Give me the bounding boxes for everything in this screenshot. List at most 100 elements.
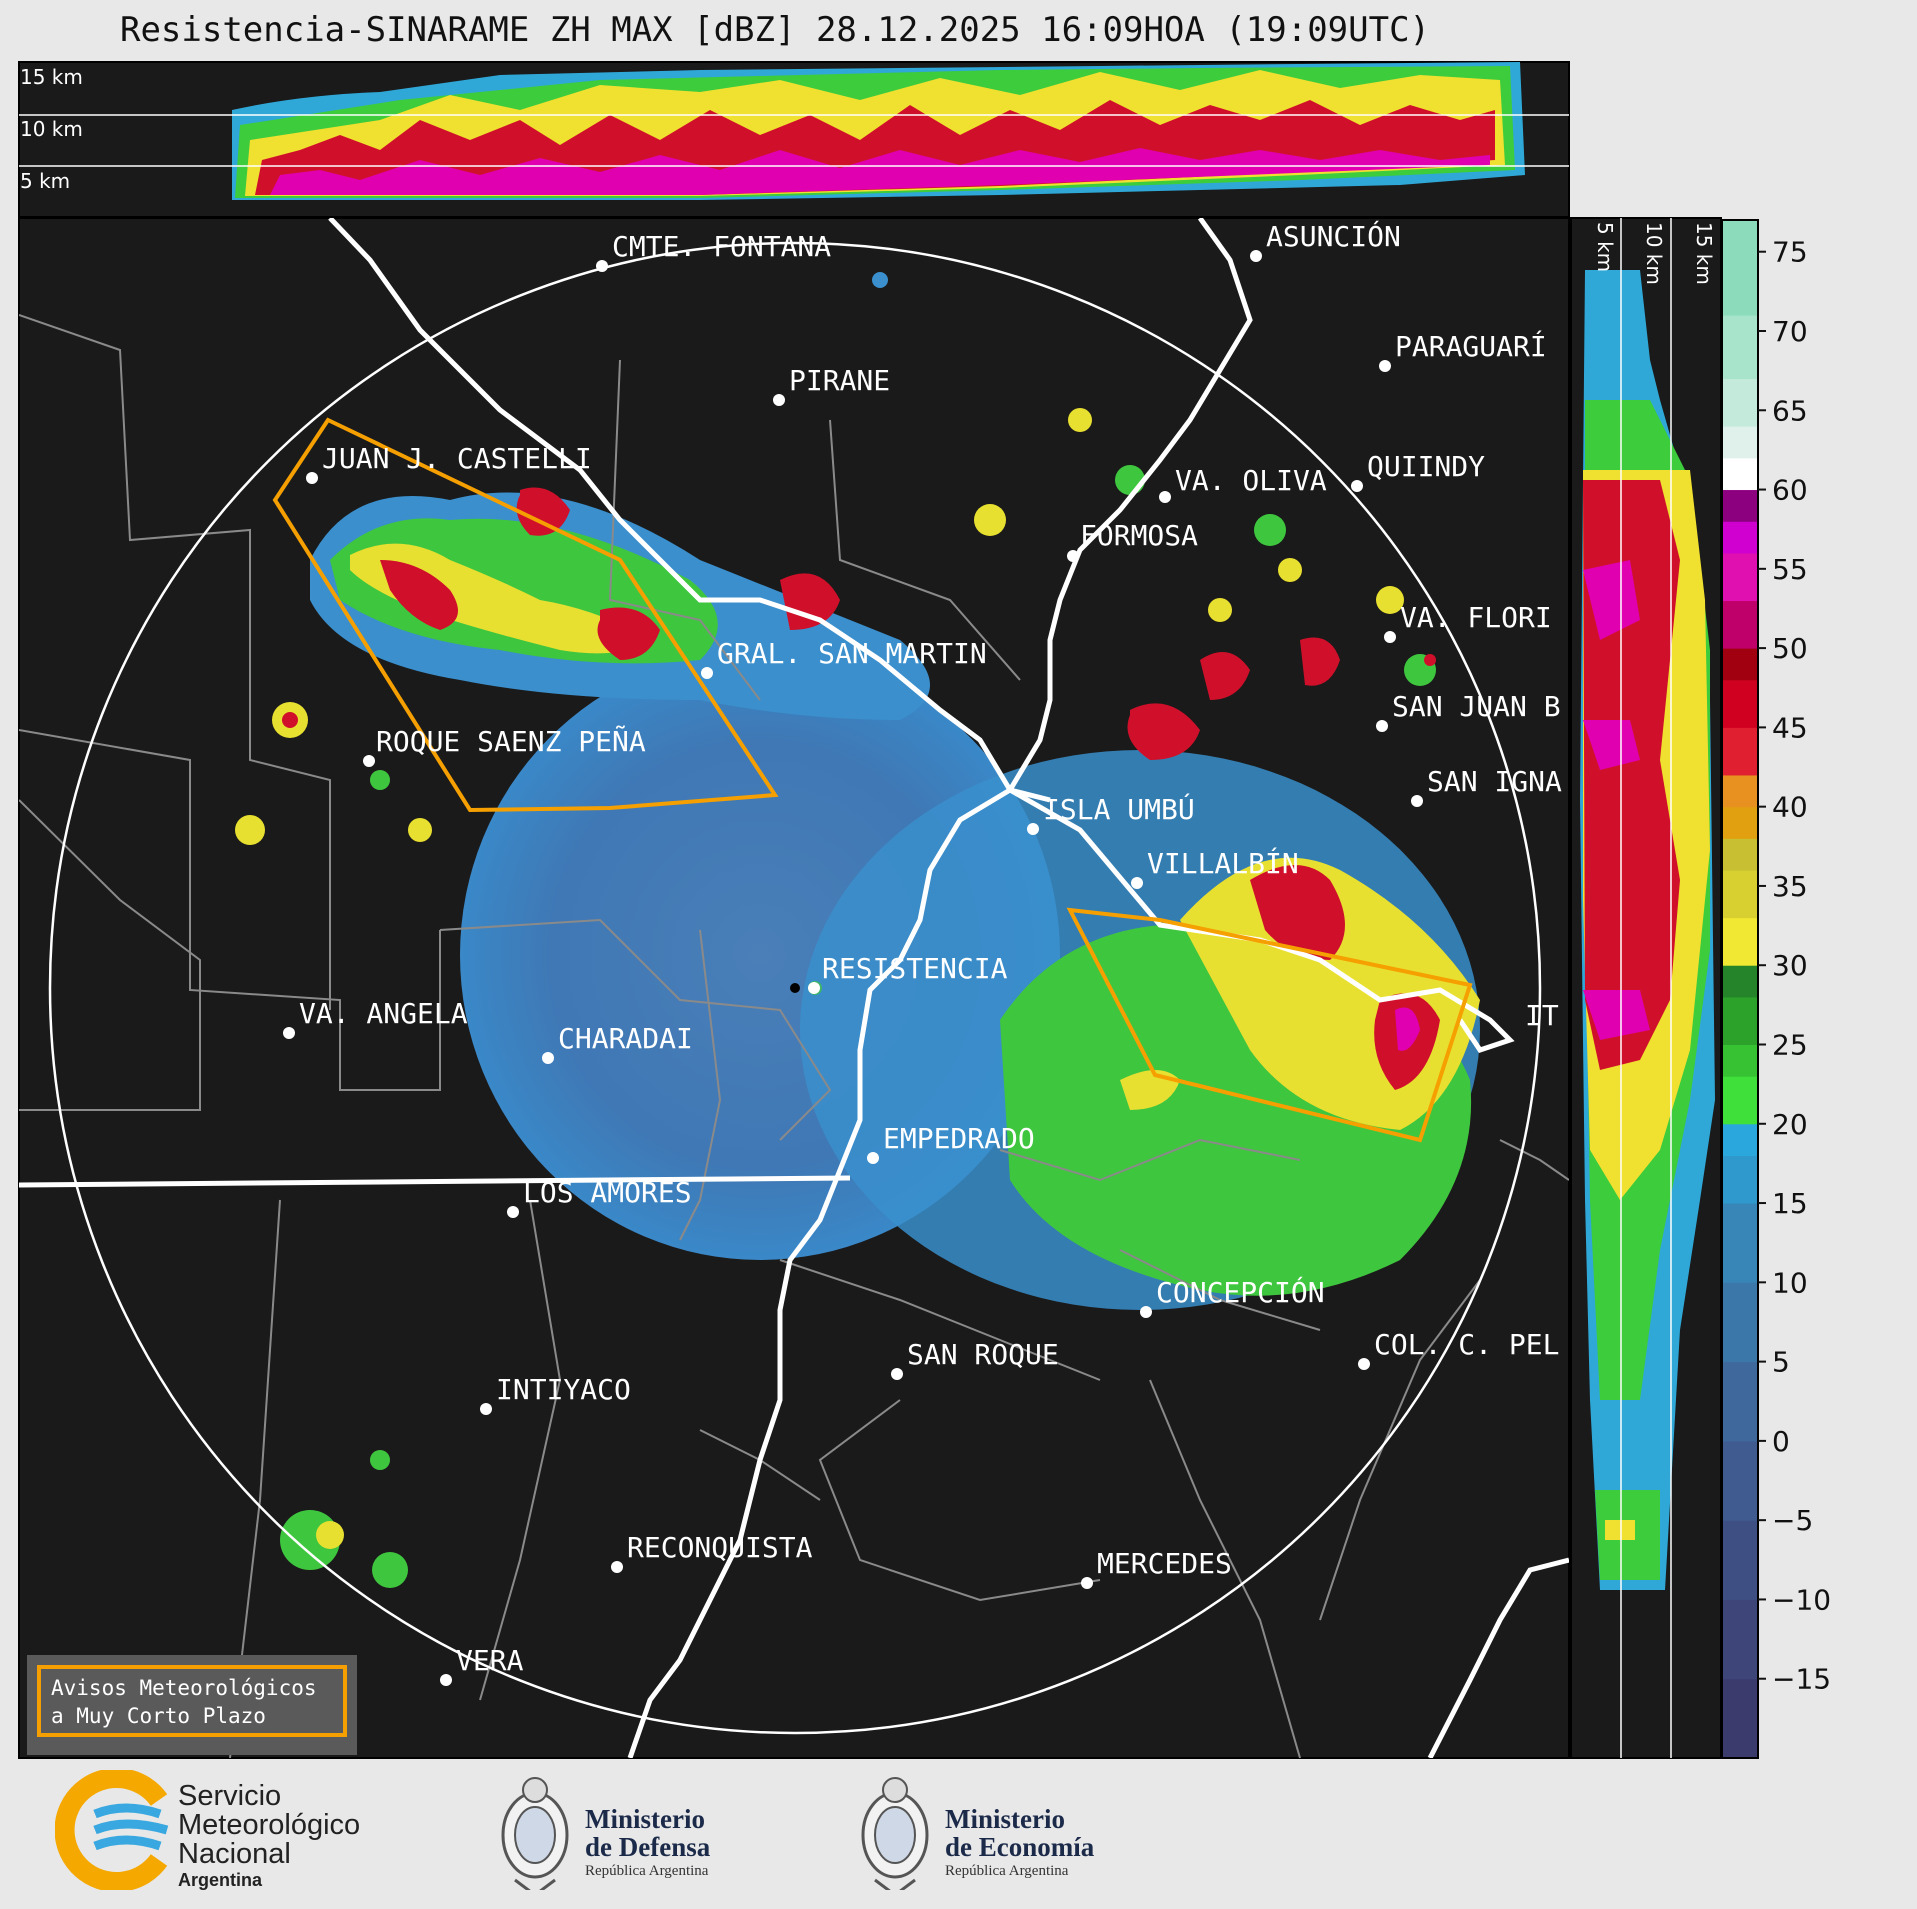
nw-core-4 bbox=[780, 573, 840, 630]
colorbar-tick-label: −10 bbox=[1772, 1583, 1831, 1616]
colorbar-swatch bbox=[1722, 917, 1758, 966]
city-label-pirane: PIRANE bbox=[789, 364, 890, 397]
city-label-va-flori: VA. FLORI bbox=[1400, 601, 1552, 634]
smn-line3: Nacional bbox=[178, 1838, 291, 1870]
top-km-label-10: 10 km bbox=[20, 117, 83, 141]
colorbar-tick-label: 0 bbox=[1772, 1425, 1790, 1458]
warnings-legend-line2: a Muy Corto Plazo bbox=[51, 1704, 266, 1728]
economia-line3: República Argentina bbox=[945, 1863, 1069, 1879]
city-label-reconquista: RECONQUISTA bbox=[627, 1531, 813, 1564]
city-label-paraguari: PARAGUARÍ bbox=[1395, 329, 1547, 363]
city-label-isla-umbu: ISLA UMBÚ bbox=[1043, 792, 1195, 826]
defensa-coat-of-arms-icon bbox=[501, 1777, 569, 1890]
city-label-cmte-fontana: CMTE. FONTANA bbox=[612, 230, 831, 263]
defensa-line2: de Defensa bbox=[585, 1832, 711, 1862]
range-ring bbox=[48, 241, 1542, 1735]
colorbar-swatch bbox=[1722, 1520, 1758, 1600]
rivers-and-borders bbox=[19, 218, 1569, 1758]
colorbar-tick-label: 60 bbox=[1772, 474, 1808, 507]
city-label-formosa: FORMOSA bbox=[1080, 519, 1198, 552]
warning-polygon-east bbox=[1066, 907, 1473, 1143]
city-label-san-igna: SAN IGNA bbox=[1427, 765, 1562, 798]
east-storm-core bbox=[1250, 865, 1345, 960]
warnings-legend: Avisos Meteorológicos a Muy Corto Plazo bbox=[27, 1655, 357, 1755]
colorbar-swatch bbox=[1722, 965, 1758, 998]
city-label-quiindy: QUIINDY bbox=[1367, 450, 1485, 483]
colorbar-swatch bbox=[1722, 996, 1758, 1045]
city-label-mercedes: MERCEDES bbox=[1097, 1547, 1232, 1580]
colorbar-tick-label: 25 bbox=[1772, 1028, 1808, 1061]
warnings-legend-line1: Avisos Meteorológicos bbox=[51, 1676, 317, 1700]
northwest-yellow bbox=[350, 543, 650, 654]
city-label-intiyaco: INTIYACO bbox=[496, 1373, 631, 1406]
economia-coat-of-arms-icon bbox=[861, 1777, 929, 1890]
colorbar-swatch bbox=[1722, 1044, 1758, 1077]
city-label-it: IT bbox=[1525, 999, 1559, 1032]
colorbar-swatch bbox=[1722, 838, 1758, 871]
colorbar-tick-label: 45 bbox=[1772, 711, 1808, 744]
colorbar-swatch bbox=[1722, 1155, 1758, 1204]
top-km-label-5: 5 km bbox=[20, 169, 70, 193]
city-labels: CMTE. FONTANA ASUNCIÓN PARAGUARÍ PIRANE … bbox=[299, 219, 1562, 1677]
city-label-gral-san-martin: GRAL. SAN MARTIN bbox=[717, 637, 987, 670]
colorbar-tick-label: 10 bbox=[1772, 1266, 1808, 1299]
smn-logo-text: Servicio Meteorológico Nacional Argentin… bbox=[178, 1782, 360, 1891]
colorbar-tick-label: 75 bbox=[1772, 236, 1808, 269]
colorbar-swatch bbox=[1722, 1282, 1758, 1363]
colorbar-tick-label: 50 bbox=[1772, 632, 1808, 665]
colorbar-swatch bbox=[1722, 806, 1758, 839]
colorbar-swatch bbox=[1722, 457, 1758, 491]
smn-line2: Meteorológico bbox=[178, 1809, 361, 1841]
defensa-line3: República Argentina bbox=[585, 1863, 709, 1879]
city-label-villalbin: VILLALBÍN bbox=[1147, 846, 1299, 880]
colorbar-swatch bbox=[1722, 378, 1758, 427]
colorbar-tick-label: −15 bbox=[1772, 1663, 1831, 1696]
defensa-line1: Ministerio bbox=[585, 1804, 705, 1834]
nw-core-2 bbox=[597, 607, 660, 660]
warning-polygon-northwest bbox=[272, 417, 779, 813]
city-label-roque-saenz-pena: ROQUE SAENZ PEÑA bbox=[376, 724, 646, 758]
colorbar-tick-label: 35 bbox=[1772, 870, 1808, 903]
colorbar-swatch bbox=[1722, 315, 1758, 380]
city-label-va-angela: VA. ANGELA bbox=[299, 997, 468, 1030]
colorbar-swatch bbox=[1722, 727, 1758, 776]
colorbar-swatch bbox=[1722, 489, 1758, 522]
colorbar-swatch bbox=[1722, 1203, 1758, 1283]
economia-logo-text: Ministerio de Economía República Argenti… bbox=[945, 1805, 1094, 1881]
colorbar-swatch bbox=[1722, 648, 1758, 681]
side-echo-profile bbox=[1580, 270, 1715, 1590]
colorbar-tick-label: 70 bbox=[1772, 315, 1808, 348]
colorbar-swatch bbox=[1722, 774, 1758, 808]
department-boundaries bbox=[19, 314, 1569, 1758]
formosa-core bbox=[1127, 703, 1200, 760]
colorbar-swatch bbox=[1722, 426, 1758, 459]
colorbar-tick-label: 65 bbox=[1772, 394, 1808, 427]
colorbar-swatch bbox=[1722, 1678, 1758, 1759]
city-label-col-c-pel: COL. C. PEL bbox=[1374, 1328, 1559, 1361]
colorbar-swatch bbox=[1722, 1076, 1758, 1125]
nw-core-1 bbox=[380, 560, 458, 630]
colorbar-tick-label: 55 bbox=[1772, 553, 1808, 586]
colorbar-tick-label: 15 bbox=[1772, 1187, 1808, 1220]
defensa-logo-text: Ministerio de Defensa República Argentin… bbox=[585, 1805, 710, 1881]
city-markers bbox=[283, 250, 1423, 1686]
formosa-core-2 bbox=[1200, 652, 1250, 700]
colorbar-swatch bbox=[1722, 1599, 1758, 1680]
smn-logo-icon bbox=[55, 1770, 169, 1890]
colorbar-swatch bbox=[1722, 1123, 1758, 1156]
city-label-resistencia: RESISTENCIA bbox=[822, 952, 1008, 985]
colorbar-tick-label: 40 bbox=[1772, 791, 1808, 824]
colorbar-swatch bbox=[1722, 870, 1758, 919]
economia-line2: de Economía bbox=[945, 1832, 1095, 1862]
warnings-legend-box: Avisos Meteorológicos a Muy Corto Plazo bbox=[37, 1665, 347, 1737]
colorbar-swatch bbox=[1722, 521, 1758, 554]
nw-core-3 bbox=[516, 487, 570, 536]
east-cell-core bbox=[1300, 637, 1340, 686]
city-label-charadai: CHARADAI bbox=[558, 1022, 693, 1055]
colorbar-swatch bbox=[1722, 679, 1758, 728]
radar-site-marker bbox=[790, 983, 800, 993]
colorbar-swatch bbox=[1722, 1361, 1758, 1442]
colorbar-swatch bbox=[1722, 552, 1758, 602]
colorbar-swatch bbox=[1722, 1440, 1758, 1521]
